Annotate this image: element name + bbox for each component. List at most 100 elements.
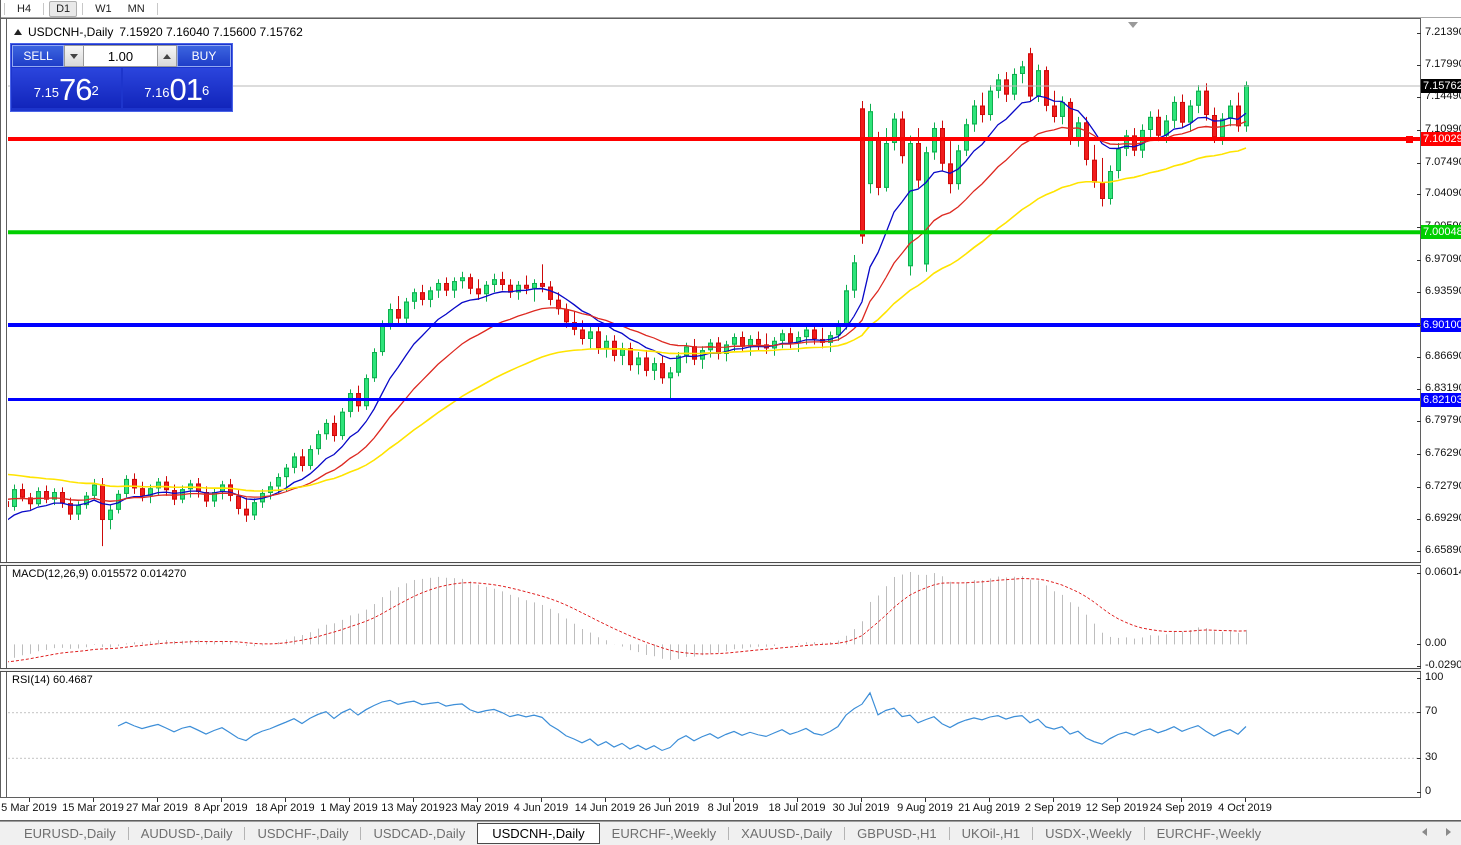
price-axis-label: 0.00: [1425, 637, 1447, 650]
rsi-label: RSI(14) 60.4687: [12, 674, 93, 686]
timeframe-button-d1[interactable]: D1: [49, 0, 78, 17]
chart-symbol-label: USDCNH-,Daily: [28, 25, 114, 39]
price-axis-tick: [1417, 325, 1421, 327]
tab-ukoil-h1[interactable]: UKOil-,H1: [961, 826, 1021, 841]
price-axis-label: -0.02906: [1425, 659, 1461, 671]
price-axis-tick: [1417, 486, 1421, 488]
tab-gbpusd-h1[interactable]: GBPUSD-,H1: [857, 826, 937, 841]
sell-button[interactable]: SELL: [12, 45, 64, 67]
macd-label: MACD(12,26,9) 0.015572 0.014270: [12, 568, 187, 580]
tab-separator: [360, 827, 362, 840]
right-arrow-icon: [1445, 828, 1451, 836]
toolbar-separator: [156, 2, 158, 15]
tab-eurchf-weekly[interactable]: EURCHF-,Weekly: [611, 826, 717, 841]
date-axis-tick: [93, 798, 94, 802]
date-axis-label: 2 Sep 2019: [1024, 802, 1082, 814]
date-axis-label: 13 May 2019: [381, 802, 445, 814]
price-axis-label: 100: [1425, 671, 1444, 683]
tab-eurchf-weekly[interactable]: EURCHF-,Weekly: [1156, 826, 1262, 841]
date-axis-label: 21 Aug 2019: [958, 802, 1020, 814]
timeframe-toolbar: H4 D1 W1 MN: [0, 0, 1461, 18]
date-axis[interactable]: 5 Mar 2019 15 Mar 2019 27 Mar 2019 8 Apr 20…: [0, 798, 1421, 820]
price-axis-label: 7.07490: [1425, 155, 1461, 168]
date-axis-tick: [1117, 798, 1118, 802]
price-axis-label: 0: [1425, 785, 1432, 797]
tab-usdx-weekly[interactable]: USDX-,Weekly: [1045, 826, 1132, 841]
chart-tab-bar: EURUSD-,Daily AUDUSD-,Daily USDCHF-,Daily U…: [0, 821, 1461, 845]
price-axis-label: 6.69290: [1425, 512, 1461, 525]
date-axis-tick: [797, 798, 798, 802]
price-axis-label: 6.86690: [1425, 349, 1461, 362]
price-axis-tick: [1417, 550, 1421, 552]
price-axis[interactable]: 7.21390 7.17990 7.14490 7.10990 7.07490 7.040…: [1417, 18, 1461, 820]
tab-usdcad-daily[interactable]: USDCAD-,Daily: [373, 826, 466, 841]
buy-button[interactable]: BUY: [177, 45, 231, 67]
price-axis-tick: [1417, 712, 1421, 714]
date-axis-label: 8 Apr 2019: [194, 802, 248, 814]
rsi-panel-divider[interactable]: [0, 668, 1421, 672]
price-axis-tick: [1417, 573, 1421, 574]
tab-usdcnh-daily[interactable]: USDCNH-,Daily: [477, 823, 600, 844]
chart-top-border: [0, 18, 1461, 19]
volume-increase-button[interactable]: [157, 45, 177, 67]
macd-indicator-canvas[interactable]: [8, 566, 1420, 668]
date-axis-tick: [157, 798, 158, 802]
date-axis-label: 14 Jun 2019: [574, 802, 636, 814]
volume-input[interactable]: 1.00: [84, 45, 157, 67]
price-axis-label: 6.65890: [1425, 543, 1461, 556]
window-left-border: [0, 0, 1, 845]
timeframe-button-mn[interactable]: MN: [127, 2, 145, 15]
price-axis-label: 6.76290: [1425, 446, 1461, 459]
tab-eurusd-daily[interactable]: EURUSD-,Daily: [24, 826, 116, 841]
date-axis-tick: [29, 798, 30, 802]
volume-decrease-button[interactable]: [64, 45, 84, 67]
date-axis-label: 24 Sep 2019: [1149, 802, 1213, 814]
price-axis-tick: [1417, 421, 1421, 423]
down-triangle-icon: [70, 53, 78, 59]
chart-title: USDCNH-,Daily 7.15920 7.16040 7.15600 7.…: [14, 25, 303, 39]
timeframe-button-h4[interactable]: H4: [17, 2, 32, 15]
rsi-indicator-canvas[interactable]: [8, 672, 1420, 797]
date-axis-tick: [605, 798, 606, 802]
date-axis-tick: [221, 798, 222, 802]
date-axis-tick: [1245, 798, 1246, 802]
date-axis-tick: [1053, 798, 1054, 802]
price-chart-canvas[interactable]: [8, 19, 1420, 562]
date-axis-tick: [477, 798, 478, 802]
tab-scroll-left-button[interactable]: [1419, 826, 1429, 838]
price-axis-label: 7.04090: [1425, 187, 1461, 200]
date-axis-label: 5 Mar 2019: [1, 802, 57, 814]
price-axis-tick: [1417, 666, 1421, 667]
timeframe-button-w1[interactable]: W1: [95, 2, 112, 15]
date-axis-tick: [413, 798, 414, 802]
price-axis-tick: [1417, 519, 1421, 521]
chart-shift-marker-icon[interactable]: [1128, 22, 1138, 28]
price-axis-label: 6.83190: [1425, 382, 1461, 395]
price-axis-label: 6.93590: [1425, 285, 1461, 298]
collapse-up-triangle-icon[interactable]: [14, 29, 22, 35]
price-axis-tick: [1417, 227, 1421, 229]
price-axis-label: 30: [1425, 750, 1438, 763]
buy-price-display[interactable]: 7.16 01 6: [122, 68, 231, 108]
tab-xauusd-daily[interactable]: XAUUSD-,Daily: [741, 826, 833, 841]
buy-price-prefix: 7.16: [144, 85, 170, 100]
macd-panel-divider[interactable]: [0, 562, 1421, 566]
tab-separator: [1032, 827, 1034, 840]
buy-price-pip: 6: [202, 83, 210, 98]
price-axis-tick: [1417, 453, 1421, 455]
tab-scroll-right-button[interactable]: [1443, 826, 1453, 838]
date-axis-label: 4 Oct 2019: [1218, 802, 1272, 814]
price-axis-label: 6.72790: [1425, 479, 1461, 492]
tab-separator: [948, 827, 950, 840]
tab-usdchf-daily[interactable]: USDCHF-,Daily: [257, 826, 349, 841]
price-axis-tick: [1417, 644, 1421, 646]
sell-price-display[interactable]: 7.15 76 2: [12, 68, 121, 108]
price-axis-label: 6.97090: [1425, 252, 1461, 265]
date-axis-tick: [989, 798, 990, 802]
date-axis-label: 12 Sep 2019: [1085, 802, 1149, 814]
toolbar-separator: [43, 2, 45, 15]
left-arrow-icon: [1421, 828, 1427, 836]
price-axis-boxed-label: 7.10029: [1421, 132, 1461, 146]
tab-audusd-daily[interactable]: AUDUSD-,Daily: [140, 826, 233, 841]
date-axis-label: 23 May 2019: [445, 802, 509, 814]
